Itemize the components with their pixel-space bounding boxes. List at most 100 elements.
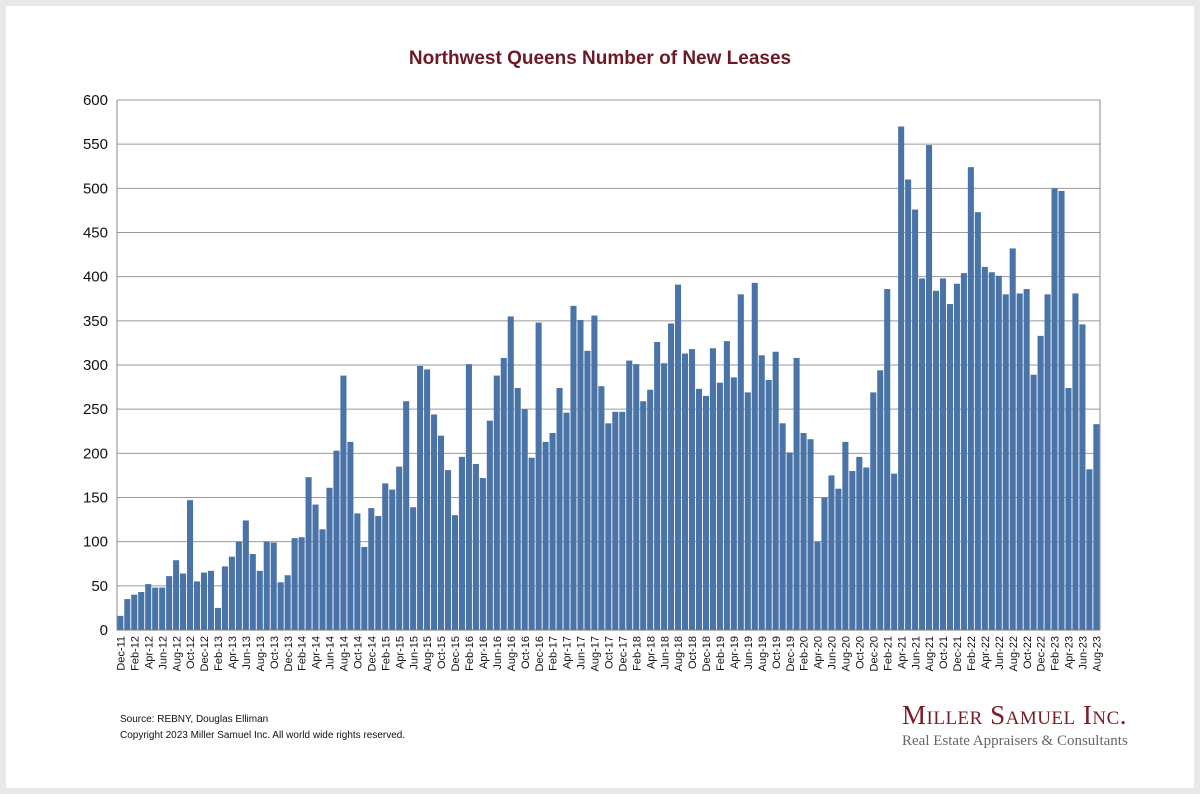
- y-tick-labels: 0 50 100 150 200 250 300 350 400 450 500 550 600: [83, 92, 108, 639]
- x-tick-label: Jun-19: [743, 636, 755, 670]
- x-tick-label: Feb-15: [380, 636, 392, 671]
- bar: [682, 353, 689, 630]
- y-tick-label: 400: [83, 269, 108, 286]
- x-tick-label: Jun-16: [492, 636, 504, 670]
- bar: [563, 412, 570, 630]
- bar: [228, 556, 235, 630]
- brand-tagline: Real Estate Appraisers & Consultants: [902, 733, 1128, 749]
- bar: [333, 450, 340, 630]
- x-tick-label: Feb-18: [631, 636, 643, 671]
- bar: [277, 582, 284, 630]
- brand-logo: Miller Samuel Inc. Real Estate Appraiser…: [902, 700, 1128, 750]
- x-tick-label: Dec-12: [199, 636, 211, 671]
- x-tick-label: Oct-13: [269, 636, 281, 669]
- x-tick-label: Dec-15: [450, 636, 462, 671]
- x-tick-label: Jun-15: [408, 636, 420, 670]
- bar: [319, 529, 326, 630]
- bar: [863, 467, 870, 630]
- x-tick-label: Aug-12: [171, 636, 183, 671]
- bar: [479, 478, 486, 630]
- x-tick-label: Jun-18: [659, 636, 671, 670]
- y-tick-label: 500: [83, 180, 108, 197]
- x-tick-label: Apr-16: [478, 636, 490, 669]
- bar: [779, 423, 786, 630]
- bar: [152, 587, 159, 630]
- bar: [256, 570, 263, 630]
- bar: [1079, 324, 1086, 630]
- x-tick-label: Apr-12: [143, 636, 155, 669]
- bar: [570, 305, 577, 630]
- bar: [1044, 294, 1051, 630]
- bar: [584, 350, 591, 630]
- y-tick-label: 350: [83, 313, 108, 330]
- source-notes: Source: REBNY, Douglas Elliman Copyright…: [120, 712, 405, 744]
- bar: [842, 441, 849, 630]
- bar: [891, 473, 898, 630]
- bar: [884, 289, 891, 630]
- bar: [375, 516, 382, 630]
- x-tick-label: Feb-19: [715, 636, 727, 671]
- bar: [856, 456, 863, 630]
- x-tick-label: Aug-23: [1092, 636, 1104, 671]
- bar: [528, 457, 535, 630]
- x-tick-label: Aug-22: [1008, 636, 1020, 671]
- bar: [173, 560, 180, 630]
- y-tick-label: 200: [83, 445, 108, 462]
- x-tick-label: Apr-17: [562, 636, 574, 669]
- x-tick-label: Dec-14: [366, 636, 378, 671]
- x-tick-label: Dec-20: [868, 636, 880, 671]
- x-tick-label: Oct-15: [436, 636, 448, 669]
- x-tick-label: Dec-22: [1036, 636, 1048, 671]
- x-tick-label: Oct-21: [938, 636, 950, 669]
- bar: [214, 607, 221, 630]
- y-tick-label: 250: [83, 401, 108, 418]
- x-tick-label: Jun-22: [994, 636, 1006, 670]
- bar: [361, 546, 368, 630]
- bar: [835, 488, 842, 630]
- x-tick-label: Feb-14: [297, 636, 309, 671]
- bar: [633, 364, 640, 630]
- bar: [1065, 387, 1072, 630]
- bar: [354, 513, 361, 630]
- bar: [793, 357, 800, 630]
- bar: [1072, 293, 1079, 630]
- bar: [702, 395, 709, 630]
- bar: [514, 387, 521, 630]
- x-tick-label: Aug-17: [590, 636, 602, 671]
- x-tick-label: Feb-17: [548, 636, 560, 671]
- x-tick-label: Apr-21: [896, 636, 908, 669]
- x-tick-label: Dec-21: [952, 636, 964, 671]
- bar: [458, 456, 465, 630]
- x-tick-label: Dec-17: [617, 636, 629, 671]
- bar: [263, 541, 270, 630]
- x-tick-label: Apr-15: [394, 636, 406, 669]
- bars: [117, 126, 1100, 631]
- x-tick-label: Oct-19: [771, 636, 783, 669]
- x-tick-label: Aug-21: [924, 636, 936, 671]
- bar: [1058, 190, 1065, 630]
- x-tick-label: Oct-12: [185, 636, 197, 669]
- bar: [389, 489, 396, 630]
- bar-chart: 0 50 100 150 200 250 300 350 400 450 500 550 600 Dec…: [83, 92, 1104, 671]
- x-tick-label: Jun-20: [827, 636, 839, 670]
- bar: [340, 375, 347, 630]
- bar: [138, 592, 145, 630]
- y-tick-label: 150: [83, 490, 108, 507]
- bar: [180, 573, 187, 630]
- bar: [1030, 374, 1037, 630]
- bar: [305, 477, 312, 630]
- bar: [605, 423, 612, 630]
- bar: [577, 319, 584, 630]
- x-tick-label: Apr-14: [311, 636, 323, 669]
- bar: [995, 275, 1002, 630]
- bar: [626, 360, 633, 630]
- bar: [849, 471, 856, 630]
- bar: [1051, 188, 1058, 631]
- bar: [912, 209, 919, 631]
- x-tick-label: Oct-22: [1022, 636, 1034, 669]
- y-tick-label: 50: [91, 578, 108, 595]
- bar: [786, 452, 793, 630]
- bar: [193, 581, 201, 630]
- bar: [117, 615, 124, 630]
- x-tick-label: Apr-22: [980, 636, 992, 669]
